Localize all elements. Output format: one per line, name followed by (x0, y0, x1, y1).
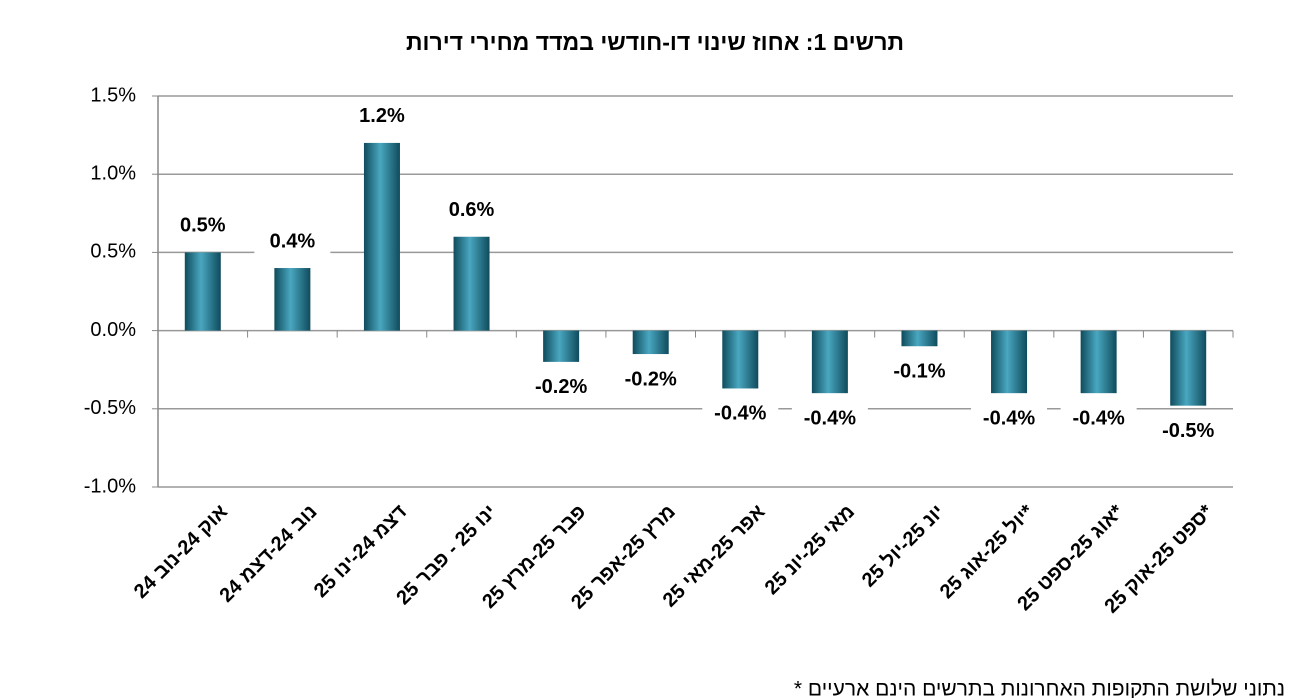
bar (901, 330, 938, 347)
bar (184, 252, 221, 331)
label-bg (702, 400, 779, 429)
y-tick-label: 0.5% (90, 241, 136, 263)
data-label: -0.2% (625, 368, 677, 390)
data-label: -0.5% (1162, 420, 1214, 442)
data-label: 1.2% (359, 105, 405, 127)
x-tick-label: יונ 25-יול 25 (858, 501, 949, 592)
footnote: * נתוני שלושת התקופות האחרונות בתרשים הי… (794, 678, 1285, 698)
data-label: -0.4% (804, 407, 856, 429)
bar (1080, 330, 1117, 394)
y-tick-label: 1.0% (90, 162, 136, 184)
label-bg (612, 366, 689, 395)
bar (543, 330, 580, 362)
label-bg (971, 405, 1048, 434)
bar (274, 268, 311, 331)
x-tick-label: דצמ 24-ינו 25 (310, 500, 412, 602)
label-bg (254, 228, 331, 257)
label-bg (343, 102, 420, 131)
y-tick-label: 0.0% (90, 319, 136, 341)
data-label: 0.6% (449, 199, 495, 221)
data-label: -0.4% (714, 403, 766, 425)
bar (632, 330, 669, 355)
label-bg (791, 405, 868, 434)
label-bg (523, 373, 600, 402)
data-label: -0.4% (983, 407, 1035, 429)
bar (811, 330, 848, 394)
chart-title: תרשים 1: אחוז שינוי דו-חודשי במדד מחירי … (406, 29, 904, 55)
label-bg (164, 212, 241, 241)
data-label: -0.1% (893, 361, 945, 383)
data-label: 0.5% (180, 215, 226, 237)
y-tick-label: -1.0% (84, 475, 136, 497)
label-bg (881, 358, 958, 387)
x-tick-label: יול 25-אוג 25* (936, 501, 1039, 604)
x-tick-label: אוק 24-נוב 24 (130, 500, 232, 602)
data-label: 0.4% (270, 230, 316, 252)
bar (363, 142, 400, 331)
data-label: -0.4% (1073, 407, 1125, 429)
bar (991, 330, 1028, 394)
y-tick-label: 1.5% (90, 84, 136, 106)
label-bg (433, 196, 510, 225)
x-tick-label: מאי 25-יונ 25 (761, 501, 859, 599)
bar (722, 330, 759, 389)
bar (453, 236, 490, 331)
data-label: -0.2% (535, 376, 587, 398)
bar (1170, 330, 1207, 406)
label-bg (1060, 405, 1137, 434)
label-bg (1150, 417, 1227, 446)
y-tick-label: -0.5% (84, 397, 136, 419)
